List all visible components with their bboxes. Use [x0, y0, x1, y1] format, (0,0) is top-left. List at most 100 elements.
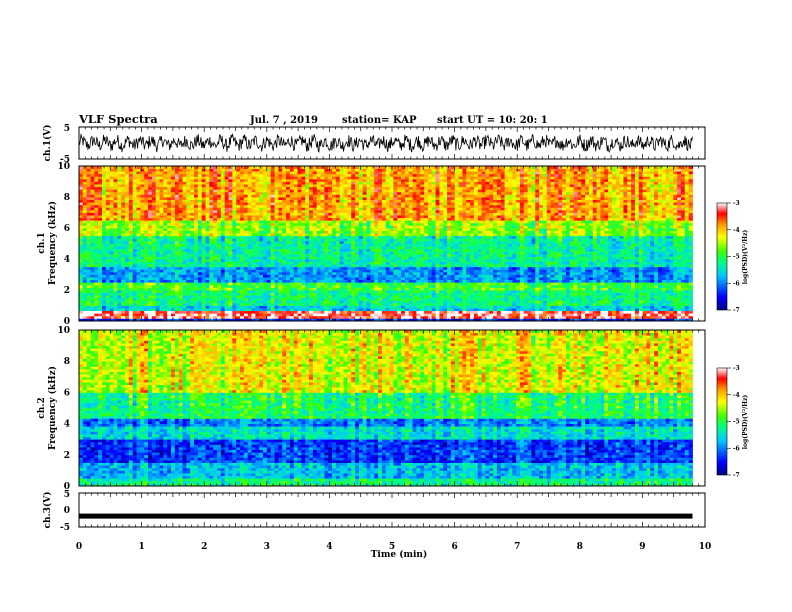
- spectrogram-cell: [228, 279, 233, 283]
- spectrogram-cell: [266, 313, 272, 317]
- spectrogram-cell: [274, 178, 279, 182]
- spectrogram-cell: [266, 189, 272, 193]
- spectrogram-cell: [366, 168, 371, 172]
- spectrogram-cell: [362, 228, 367, 231]
- spectrogram-cell: [312, 171, 318, 175]
- spectrogram-cell: [98, 264, 103, 268]
- spectrogram-cell: [378, 235, 383, 239]
- spectrogram-cell: [358, 310, 364, 314]
- spectrogram-cell: [358, 209, 364, 213]
- spectrogram-cell: [190, 233, 195, 237]
- spectrogram-cell: [263, 287, 268, 291]
- spectrogram-cell: [167, 297, 172, 301]
- spectrogram-cell: [155, 292, 160, 296]
- spectrogram-cell: [148, 228, 153, 231]
- spectrogram-cell: [381, 215, 387, 219]
- spectrogram-cell: [236, 274, 241, 278]
- spectrogram-cell: [343, 222, 348, 226]
- spectrogram-cell: [148, 186, 153, 190]
- spectrogram-cell: [220, 248, 226, 252]
- spectrogram-cell: [381, 251, 387, 255]
- spectrogram-cell: [82, 266, 88, 270]
- spectrogram-cell: [339, 271, 344, 275]
- spectrogram-cell: [159, 225, 164, 229]
- spectrogram-cell: [289, 261, 295, 265]
- spectrogram-cell: [297, 202, 302, 206]
- spectrogram-cell: [378, 215, 383, 219]
- spectrogram-cell: [320, 248, 325, 252]
- spectrogram-cell: [335, 171, 341, 175]
- spectrogram-cell: [339, 300, 344, 304]
- spectrogram-cell: [324, 168, 329, 172]
- spectrogram-cell: [213, 202, 218, 206]
- spectrogram-cell: [128, 292, 134, 296]
- spectrogram-cell: [82, 246, 88, 250]
- spectrogram-cell: [132, 300, 137, 304]
- spectrogram-cell: [366, 308, 371, 312]
- spectrogram-cell: [94, 240, 99, 244]
- spectrogram-cell: [339, 264, 344, 268]
- spectrogram-cell: [105, 287, 111, 291]
- spectrogram-cell: [186, 308, 191, 312]
- spectrogram-cell: [282, 215, 287, 219]
- spectrogram-cell: [148, 171, 153, 175]
- spectrogram-cell: [201, 168, 206, 172]
- spectrogram-cell: [362, 202, 367, 206]
- spectrogram-cell: [301, 209, 306, 213]
- spectrogram-cell: [255, 261, 260, 265]
- spectrogram-cell: [132, 222, 137, 226]
- spectrogram-cell: [381, 209, 387, 213]
- spectrogram-cell: [171, 176, 176, 180]
- spectrogram-cell: [312, 173, 318, 177]
- spectrogram-cell: [121, 181, 126, 185]
- spectrogram-cell: [217, 204, 222, 208]
- spectrogram-cell: [347, 235, 352, 239]
- spectrogram-cell: [343, 199, 348, 203]
- spectrogram-cell: [251, 277, 256, 281]
- spectrogram-cell: [305, 176, 310, 180]
- spectrogram-cell: [270, 302, 275, 306]
- spectrogram-cell: [136, 204, 141, 208]
- spectrogram-cell: [186, 186, 191, 190]
- spectrogram-cell: [178, 204, 183, 208]
- spectrogram-cell: [213, 230, 218, 234]
- spectrogram-cell: [236, 297, 241, 301]
- spectrogram-cell: [209, 171, 214, 175]
- spectrogram-cell: [320, 168, 325, 172]
- spectrogram-cell: [335, 212, 341, 216]
- spectrogram-cell: [209, 310, 214, 314]
- spectrogram-cell: [339, 315, 344, 319]
- spectrogram-cell: [381, 233, 387, 237]
- spectrogram-cell: [240, 181, 245, 185]
- spectrogram-cell: [201, 253, 206, 257]
- spectrogram-cell: [335, 287, 341, 291]
- spectrogram-cell: [151, 313, 157, 317]
- spectrogram-cell: [335, 209, 341, 213]
- spectrogram-cell: [347, 300, 352, 304]
- spectrogram-cell: [148, 251, 153, 255]
- spectrogram-cell: [370, 230, 375, 234]
- spectrogram-cell: [293, 215, 298, 219]
- spectrogram-cell: [144, 194, 149, 198]
- spectrogram-cell: [328, 310, 333, 314]
- spectrogram-cell: [121, 269, 126, 273]
- spectrogram-cell: [282, 284, 287, 288]
- spectrogram-cell: [86, 212, 91, 216]
- spectrogram-cell: [178, 287, 183, 291]
- spectrogram-cell: [312, 282, 318, 286]
- spectrogram-cell: [167, 204, 172, 208]
- spectrogram-cell: [240, 248, 245, 252]
- spectrogram-cell: [109, 238, 114, 242]
- spectrogram-cell: [201, 228, 206, 231]
- spectrogram-cell: [293, 176, 298, 180]
- spectrogram-cell: [347, 225, 352, 229]
- spectrogram-cell: [171, 302, 176, 306]
- spectrogram-cell: [209, 178, 214, 182]
- spectrogram-cell: [186, 168, 191, 172]
- spectrogram-cell: [125, 264, 130, 268]
- spectrogram-cell: [374, 259, 379, 262]
- spectrogram-cell: [228, 253, 233, 257]
- spectrogram-cell: [274, 212, 279, 216]
- spectrogram-cell: [79, 253, 84, 257]
- spectrogram-cell: [324, 166, 329, 169]
